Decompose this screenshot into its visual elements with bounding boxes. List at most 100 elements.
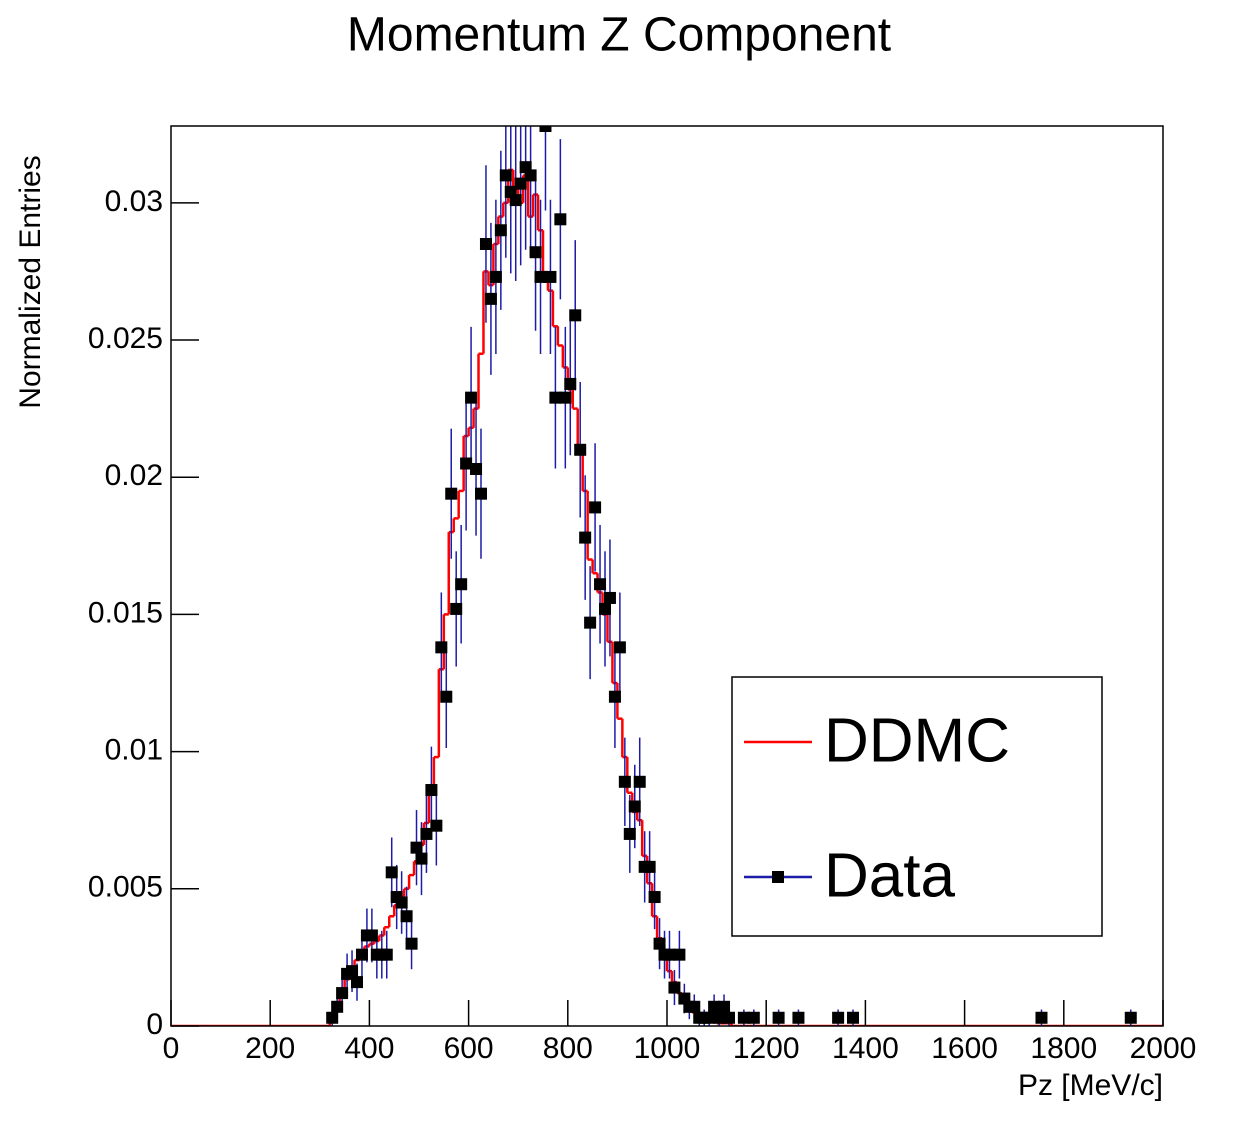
data-point <box>400 910 413 923</box>
legend-label: DDMC <box>824 706 1010 775</box>
data-point <box>737 1011 750 1024</box>
data-point <box>549 391 562 404</box>
x-tick-label: 400 <box>344 1032 394 1065</box>
data-point <box>415 852 428 865</box>
data-point <box>326 1011 339 1024</box>
data-point <box>847 1011 859 1024</box>
data-point <box>554 213 567 226</box>
y-tick-label: 0.015 <box>88 596 163 629</box>
y-tick-label: 0.025 <box>88 322 163 355</box>
data-point <box>509 194 522 207</box>
data-point <box>594 578 607 591</box>
data-point <box>723 1011 735 1024</box>
data-point <box>395 896 408 909</box>
legend-label: Data <box>824 841 955 910</box>
x-tick-label: 1200 <box>733 1032 800 1065</box>
data-point <box>574 443 587 456</box>
x-tick-label: 1000 <box>634 1032 701 1065</box>
data-point <box>599 602 611 615</box>
data-point <box>479 237 492 250</box>
x-axis-label: Pz [MeV/c] <box>1018 1069 1163 1102</box>
data-point <box>410 841 423 854</box>
data-point <box>668 981 681 994</box>
data-point <box>475 487 487 500</box>
data-point <box>564 377 577 390</box>
data-point <box>663 948 676 961</box>
x-tick-label: 200 <box>245 1032 295 1065</box>
data-point <box>653 937 666 950</box>
y-tick-label: 0.005 <box>88 871 163 904</box>
data-point <box>425 784 438 797</box>
data-point <box>559 391 572 404</box>
data-point <box>747 1011 760 1024</box>
x-tick-label: 0 <box>163 1032 180 1065</box>
data-point <box>618 775 631 788</box>
data-point <box>539 126 552 132</box>
x-tick-label: 1600 <box>931 1032 998 1065</box>
data-point <box>628 800 641 813</box>
data-point <box>435 641 448 654</box>
x-tick-label: 1800 <box>1030 1032 1097 1065</box>
data-point <box>613 641 626 654</box>
data-point <box>351 976 363 989</box>
data-point <box>718 1000 731 1013</box>
y-tick-label: 0 <box>146 1008 163 1041</box>
data-point <box>603 591 616 604</box>
data-point <box>713 1011 726 1024</box>
data-point <box>643 860 656 873</box>
data-point <box>708 1000 721 1013</box>
y-axis-label: Normalized Entries <box>14 155 47 408</box>
data-point <box>499 169 512 182</box>
data-point <box>445 487 458 500</box>
data-point <box>1035 1011 1048 1024</box>
data-point <box>489 270 502 283</box>
x-tick-label: 800 <box>543 1032 593 1065</box>
y-tick-label: 0.02 <box>105 459 163 492</box>
data-point <box>484 292 497 305</box>
data-point <box>355 948 368 961</box>
data-point <box>440 690 453 703</box>
chart-title: Momentum Z Component <box>347 9 891 62</box>
data-point <box>648 891 661 904</box>
data-point <box>385 866 398 879</box>
data-point <box>430 819 443 832</box>
data-point <box>1124 1011 1137 1024</box>
legend-marker <box>772 871 784 883</box>
data-point <box>589 501 602 514</box>
data-point <box>703 1011 716 1024</box>
data-point <box>365 929 378 942</box>
data-point <box>494 224 507 237</box>
data-point <box>514 177 527 190</box>
data-point <box>420 827 433 840</box>
data-point <box>772 1011 785 1024</box>
data-point <box>673 948 686 961</box>
data-point <box>608 690 621 703</box>
x-tick-label: 2000 <box>1130 1032 1197 1065</box>
plot-area <box>171 126 1163 1026</box>
data-point <box>529 246 542 259</box>
x-tick-label: 1400 <box>832 1032 899 1065</box>
x-tick-label: 600 <box>444 1032 494 1065</box>
data-point <box>450 602 463 615</box>
data-point <box>579 531 592 544</box>
y-tick-label: 0.01 <box>105 734 163 767</box>
legend-box <box>731 676 1103 937</box>
data-point <box>524 169 537 182</box>
data-point <box>792 1011 805 1024</box>
data-point <box>470 462 483 475</box>
data-point <box>832 1011 845 1024</box>
data-point <box>405 937 418 950</box>
data-point <box>623 827 636 840</box>
data-point <box>460 457 473 470</box>
data-point <box>465 391 478 404</box>
data-point <box>455 578 468 591</box>
y-tick-label: 0.03 <box>105 185 163 218</box>
data-point <box>688 1000 701 1013</box>
data-point <box>346 965 359 978</box>
data-point <box>569 309 582 322</box>
data-point <box>534 270 547 283</box>
data-point <box>584 616 597 629</box>
data-point <box>633 775 646 788</box>
data-point <box>336 987 349 1000</box>
